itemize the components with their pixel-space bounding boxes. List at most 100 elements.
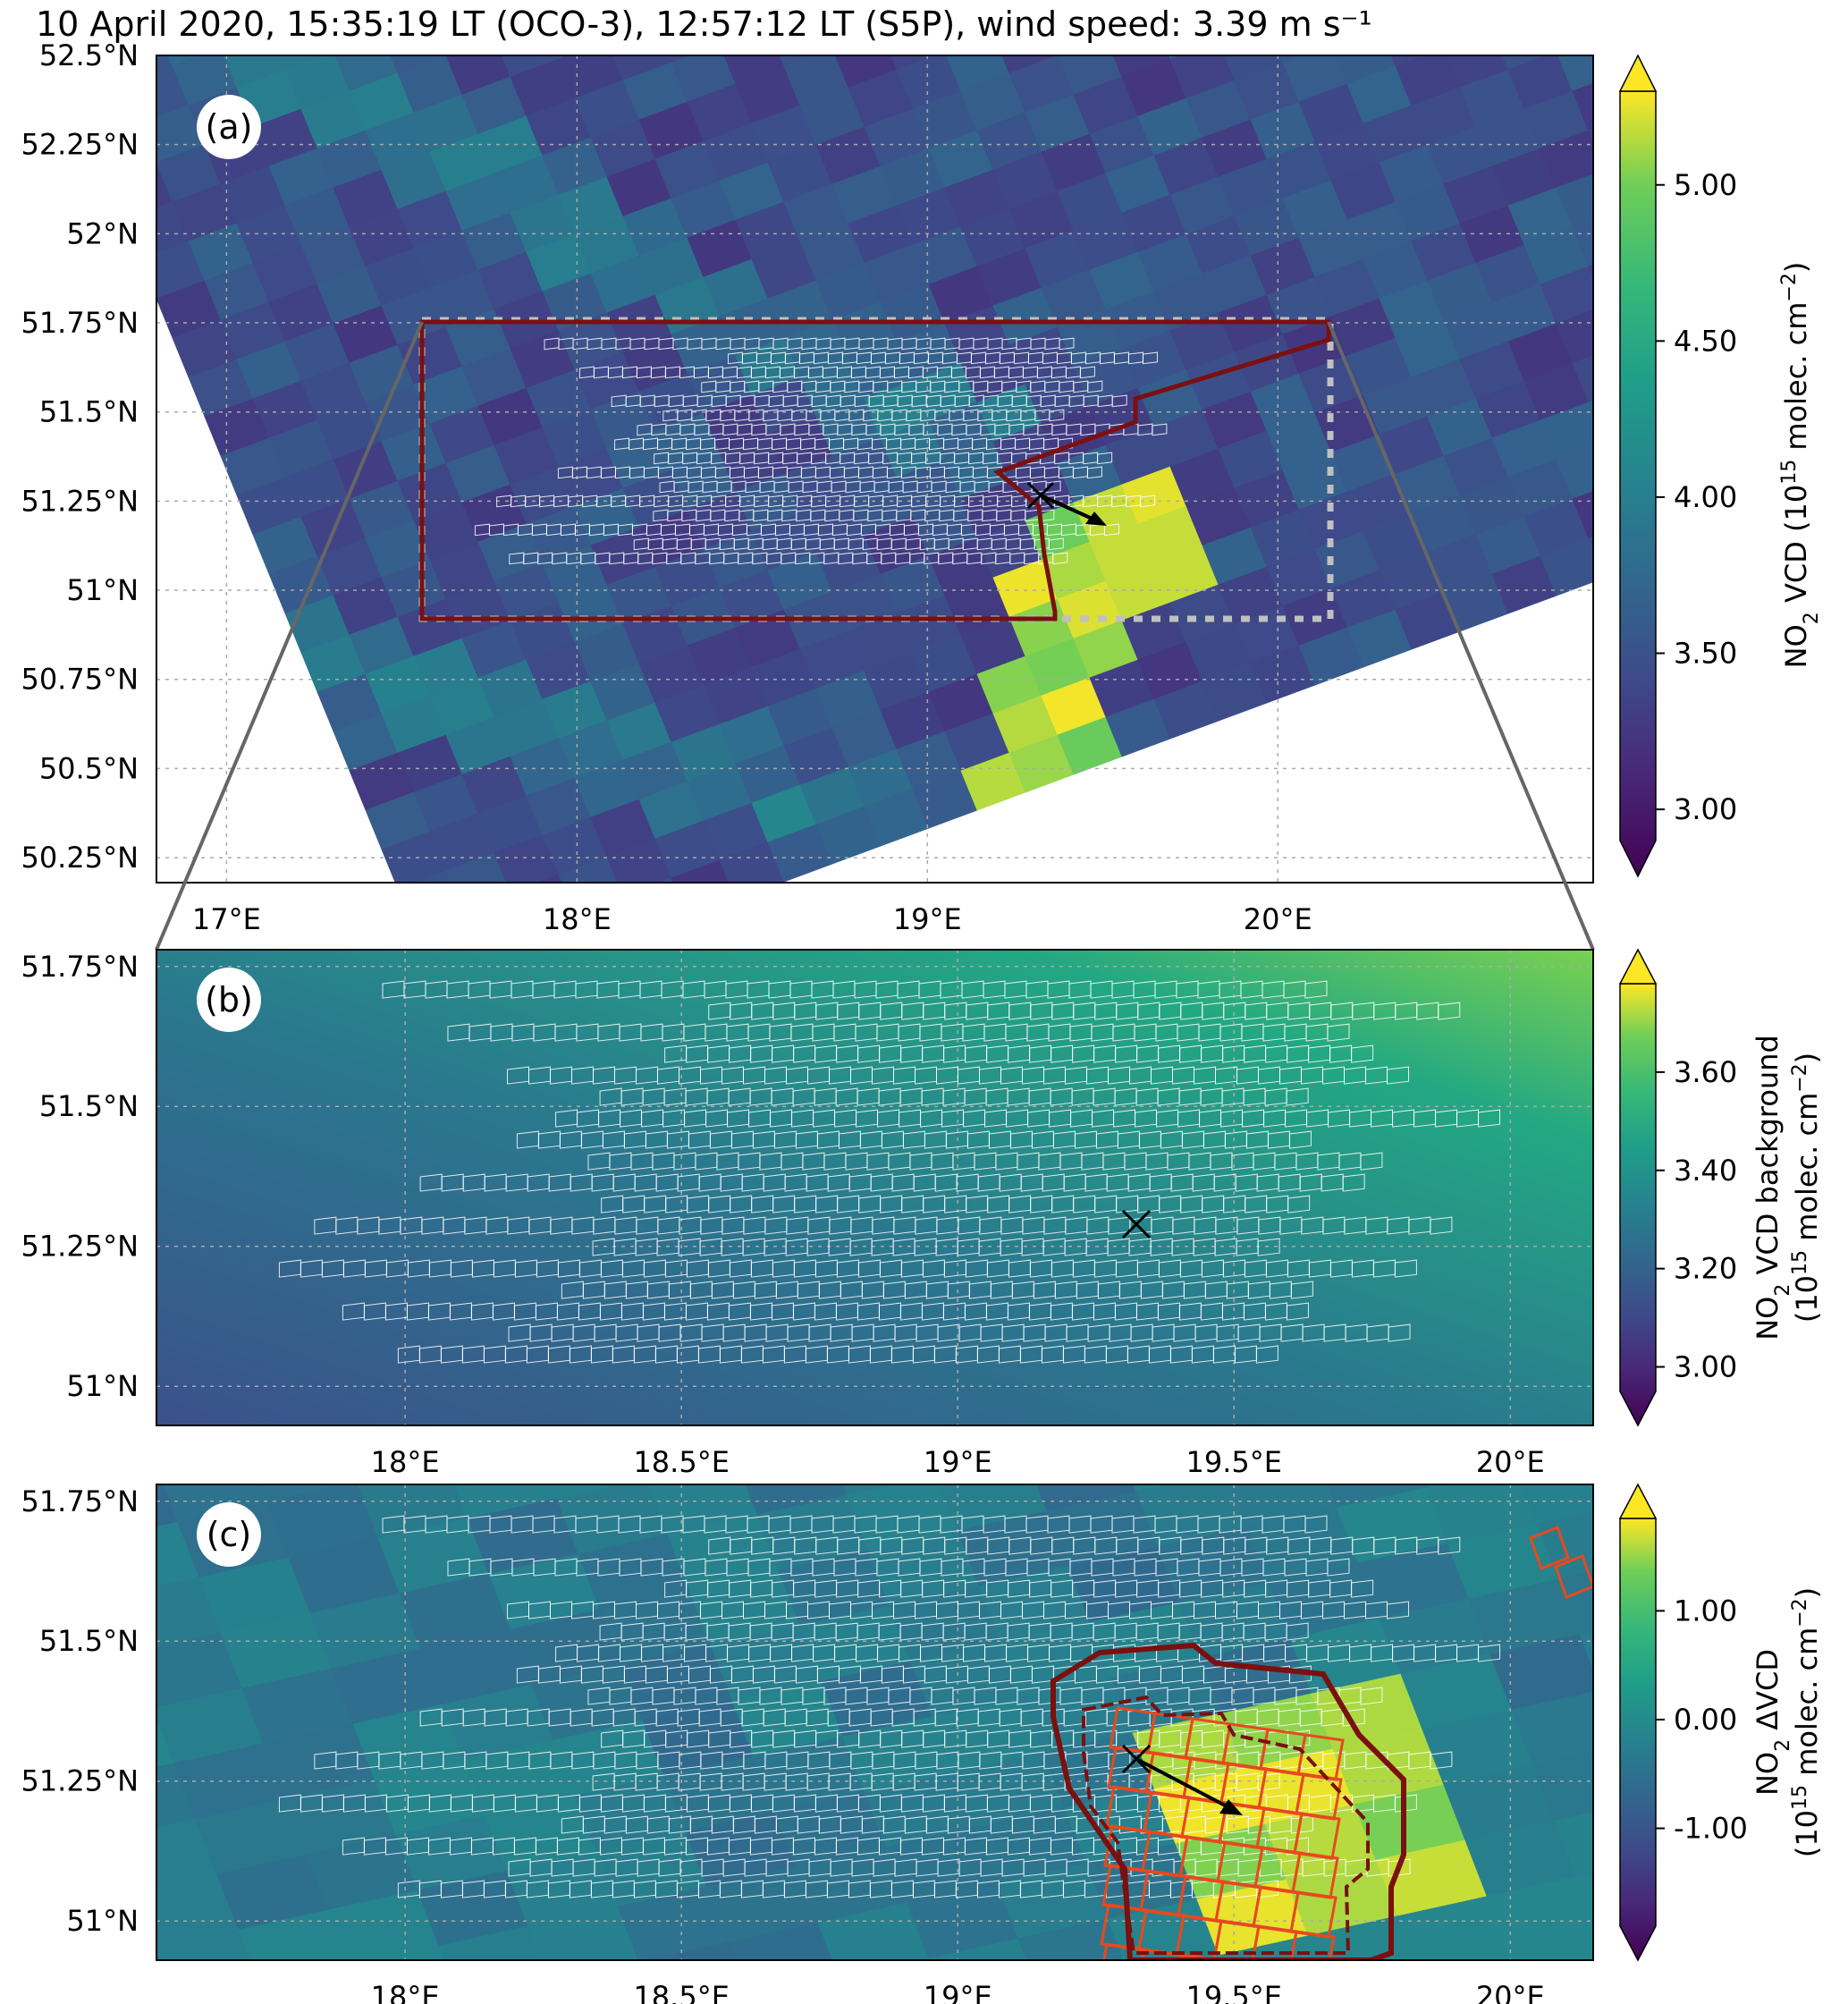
no2-delta-pixel: [1557, 1571, 1593, 1636]
panel-b-background: [156, 950, 1593, 1425]
no2-pixel: [658, 877, 674, 883]
no2-pixel: [1556, 445, 1593, 500]
panel-c-label-text: (c): [207, 1515, 252, 1554]
lat-tick-label: 51.25°N: [21, 1764, 139, 1798]
oco3-footprint: [1087, 380, 1103, 393]
panel-a: (a) 17°E 18°E 19°E 20°E 52.5°N 52.25°N 52°N 51.…: [21, 38, 1717, 950]
oco3-footprint: [1288, 1665, 1312, 1684]
no2-pixel: [1588, 400, 1593, 415]
lon-tick-label: 18°E: [371, 1445, 440, 1479]
no2-delta-pixel: [438, 1925, 543, 1960]
lon-tick-label: 18.5°E: [633, 1980, 729, 2004]
oco3-footprint: [1360, 1152, 1383, 1171]
no2-delta-pixel: [372, 1945, 445, 1960]
no2-pixel: [536, 874, 563, 883]
oco3-footprint: [1386, 1601, 1409, 1619]
no2-delta-pixel: [238, 1909, 349, 1960]
no2-delta-pixel: [646, 1941, 737, 1960]
oco3-footprint: [1052, 552, 1068, 565]
oco3-footprint: [1478, 1109, 1501, 1128]
lon-tick-label: 18°E: [543, 902, 612, 936]
oco3-footprint: [1103, 523, 1119, 537]
oco3-footprint: [1360, 1687, 1383, 1705]
colorbar-tick-label: -1.00: [1674, 1812, 1748, 1846]
oco3-footprint: [1342, 1708, 1365, 1727]
colorbar-b-label-line2: (1015 molec. cm−2): [1789, 1053, 1825, 1323]
oco3-footprint: [1304, 1515, 1328, 1534]
panel-b: (b) 18°E 18.5°E 19°E 19.5°E 20°E 51.75°N 51.5°…: [21, 949, 1594, 1479]
no2-pixel: [1653, 270, 1717, 327]
colorbar-b-ticks: 3.60 3.40 3.20 3.00: [1656, 1055, 1737, 1384]
source-marker-b: [1121, 1209, 1152, 1239]
panel-a-ticks: 17°E 18°E 19°E 20°E 52.5°N 52.25°N 52°N 51.75°N…: [21, 38, 1312, 936]
lat-tick-label: 51°N: [66, 1369, 139, 1403]
no2-pixel: [1588, 128, 1593, 143]
no2-delta-pixel: [259, 1484, 350, 1503]
no2-delta-pixel: [1017, 1918, 1125, 1960]
no2-pixel: [1390, 55, 1426, 67]
oco3-footprint: [1286, 1622, 1309, 1641]
lat-tick-label: 52°N: [66, 216, 139, 250]
no2-pixel: [462, 892, 527, 950]
oco3-footprint: [1386, 1066, 1409, 1085]
lon-tick-label: 18°E: [371, 1980, 440, 2004]
lon-tick-label: 19.5°E: [1186, 1445, 1282, 1479]
no2-pixel: [779, 55, 814, 67]
oco3-footprint: [1394, 1794, 1417, 1813]
lat-tick-label: 52.5°N: [39, 38, 139, 72]
oco3-footprint: [1048, 537, 1064, 551]
panel-b-label-text: (b): [205, 980, 253, 1019]
colorbar-tick-label: 4.50: [1674, 324, 1737, 358]
colorbar-a-ticks: 5.00 4.50 4.00 3.50 3.00: [1656, 168, 1737, 826]
lat-tick-label: 50.25°N: [21, 841, 139, 875]
no2-pixel: [1540, 537, 1593, 596]
panel-a-gridlines: [156, 55, 1593, 883]
no2-delta-pixel: [1521, 1484, 1593, 1525]
no2-delta-pixel: [1489, 1634, 1593, 1711]
no2-pixel: [1572, 83, 1593, 131]
no2-delta-pixel: [527, 1906, 639, 1960]
lat-tick-label: 51.5°N: [39, 1624, 139, 1658]
lat-tick-label: 51.75°N: [21, 306, 139, 340]
oco3-footprint: [1430, 1751, 1453, 1770]
no2-pixel: [390, 55, 447, 74]
lat-tick-label: 52.25°N: [21, 128, 139, 162]
plume-pixel: [1141, 1948, 1184, 1960]
colorbar-tick-label: 3.40: [1674, 1154, 1737, 1188]
panel-c-ticks: 18°E 18.5°E 19°E 19.5°E 20°E 51.75°N 51.5°N 51.…: [21, 1484, 1544, 2004]
plume-pixel: [1554, 1554, 1593, 1599]
lon-tick-label: 19°E: [924, 1445, 992, 1479]
panel-c: (c) 18°E 18.5°E 19°E 19.5°E 20°E 51.75°N 51.5°…: [21, 1484, 1594, 2004]
lat-tick-label: 51.75°N: [21, 950, 139, 984]
panel-label-b: (b): [197, 968, 261, 1032]
lat-tick-label: 50.5°N: [39, 751, 139, 785]
oco3-footprint: [1286, 1087, 1309, 1106]
colorbar-b-top-extension: [1618, 948, 1658, 985]
lat-tick-label: 51.25°N: [21, 484, 139, 518]
no2-delta-pixel: [171, 1985, 282, 2004]
colorbar-c-ticks: 1.00 0.00 -1.00: [1656, 1594, 1748, 1846]
no2-delta-pixel: [1554, 1812, 1593, 1877]
colorbar-c-bar: [1619, 1518, 1657, 1962]
colorbar-a-label: NO2 VCD (1015 molec. cm−2): [1778, 262, 1823, 669]
no2-delta-pixel: [460, 1982, 571, 2004]
no2-delta-pixel: [156, 1929, 251, 1960]
panel-c-no2-cells: [156, 1484, 1593, 2004]
oco3-footprint: [1478, 1644, 1501, 1662]
no2-pixel: [1572, 355, 1593, 403]
no2-pixel: [890, 55, 937, 71]
oco3-footprint: [1257, 1238, 1280, 1256]
lon-tick-label: 20°E: [1476, 1445, 1545, 1479]
oco3-footprint: [1438, 1002, 1461, 1020]
lon-tick-label: 19.5°E: [1186, 1980, 1282, 2004]
oco3-footprint: [1430, 1216, 1453, 1235]
colorbar-c-top-extension: [1618, 1483, 1658, 1519]
lon-tick-label: 19°E: [924, 1980, 992, 2004]
no2-pixel: [167, 55, 203, 67]
no2-pixel: [1540, 266, 1593, 325]
oco3-footprint: [1327, 1023, 1350, 1042]
lat-tick-label: 50.75°N: [21, 663, 139, 697]
oco3-footprint: [1388, 1323, 1411, 1342]
plume-pixel: [1175, 1914, 1223, 1960]
